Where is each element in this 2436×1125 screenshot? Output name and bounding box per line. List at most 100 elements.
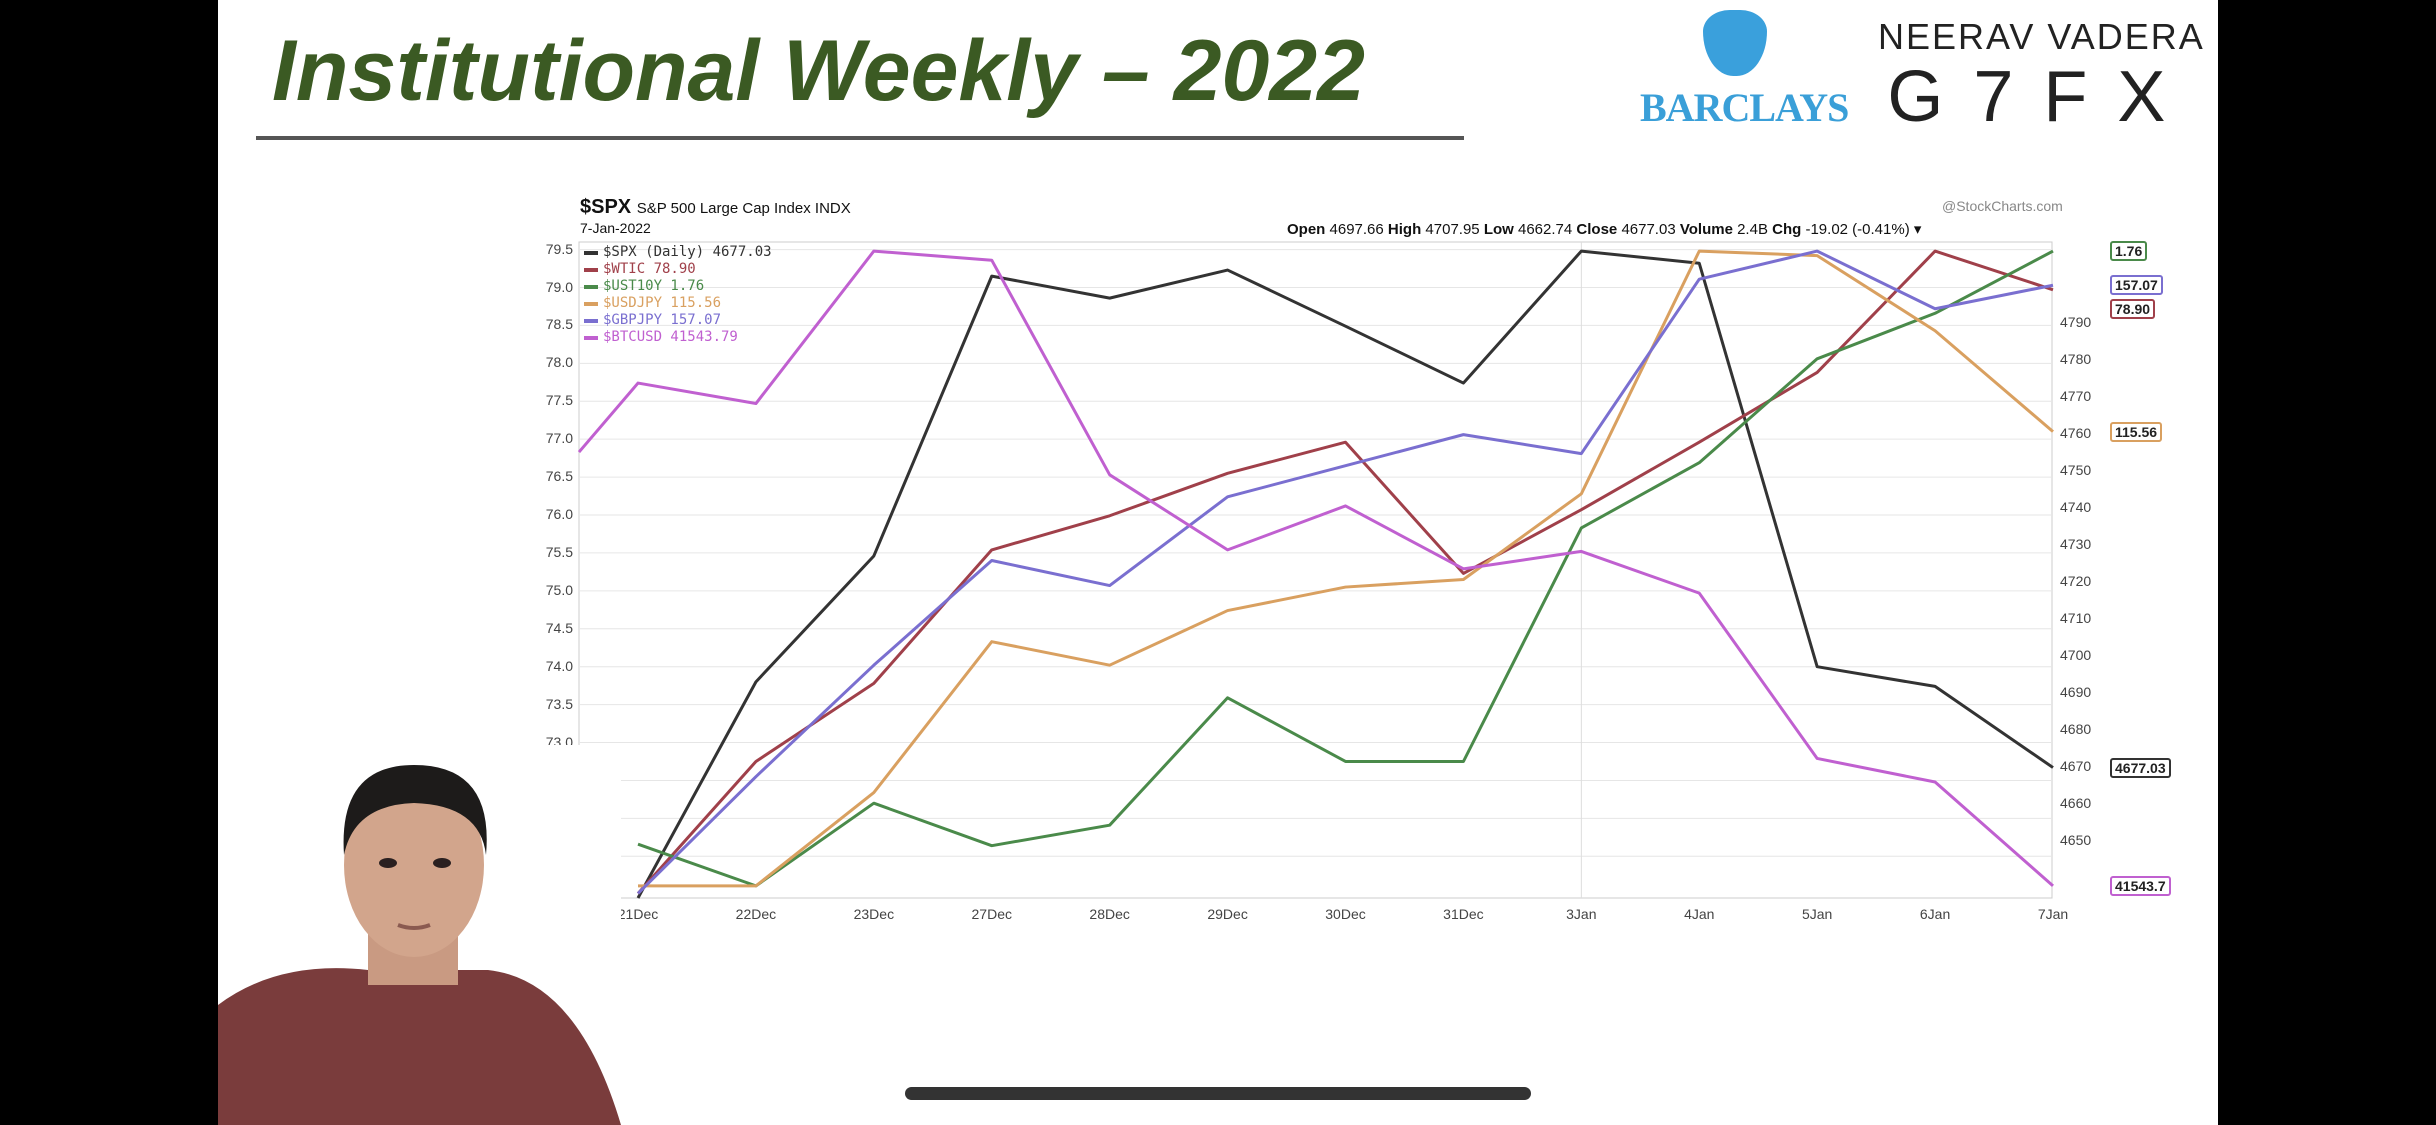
right-axis-tick: 4690: [2060, 684, 2092, 700]
right-axis-tick: 4720: [2060, 573, 2092, 589]
left-axis-tick: 74.5: [545, 619, 573, 636]
right-axis-tick: 4780: [2060, 351, 2092, 367]
chart-source: @StockCharts.com: [1942, 198, 2063, 214]
right-axis-tick: 4760: [2060, 425, 2092, 441]
barclays-logo: BARCLAYS: [1640, 10, 1849, 130]
legend-item: $UST10Y 1.76: [584, 278, 772, 295]
series-line-ust10y: [637, 249, 2054, 888]
legend-item: $USDJPY 115.56: [584, 295, 772, 312]
x-axis-tick: 21Dec: [617, 906, 659, 922]
ohlc-summary: Open 4697.66 High 4707.95 Low 4662.74 Cl…: [1287, 220, 1921, 238]
low-label: Low: [1483, 221, 1514, 238]
legend-swatch: [584, 284, 598, 289]
legend-swatch: [584, 250, 598, 255]
left-axis-tick: 76.0: [545, 506, 573, 523]
last-value-tag: 157.07: [2110, 275, 2163, 296]
chart-date: 7-Jan-2022: [580, 220, 651, 236]
legend-swatch: [584, 301, 598, 306]
last-value-tag: 1.76: [2110, 241, 2148, 262]
open-label: Open: [1287, 221, 1326, 238]
last-value-tag: 4677.03: [2110, 757, 2171, 778]
right-axis-tick: 4670: [2060, 758, 2092, 774]
chart-instrument-name: S&P 500 Large Cap Index INDX: [636, 200, 851, 217]
high-value: 4707.95: [1425, 221, 1480, 238]
legend-swatch: [584, 318, 598, 323]
legend-item: $SPX (Daily) 4677.03: [584, 244, 772, 261]
presenter-video: [218, 745, 621, 1125]
high-label: High: [1387, 221, 1422, 238]
right-axis-tick: 4710: [2060, 610, 2092, 626]
series-line-spx: [636, 249, 2054, 899]
legend-label: $SPX (Daily) 4677.03: [603, 244, 772, 260]
right-axis-tick: 4680: [2060, 721, 2092, 737]
chart-legend: $SPX (Daily) 4677.03 $WTIC 78.90 $UST10Y 1…: [584, 244, 772, 346]
last-value-tag: 41543.7: [2110, 875, 2171, 896]
left-axis-tick: 79.5: [545, 240, 573, 257]
close-value: 4677.03: [1621, 221, 1676, 238]
legend-label: $WTIC 78.90: [603, 261, 696, 277]
legend-item: $GBPJPY 157.07: [584, 312, 772, 329]
x-axis-tick: 5Jan: [1801, 906, 1833, 922]
volume-value: 2.4B: [1737, 221, 1768, 238]
left-axis-tick: 75.0: [545, 581, 573, 598]
chg-label: Chg: [1772, 221, 1802, 238]
series-line-wtic: [636, 249, 2054, 895]
home-indicator[interactable]: [905, 1087, 1531, 1100]
chg-value: -19.02 (-0.41%) ▾: [1805, 221, 1922, 238]
right-axis-tick: 4650: [2060, 832, 2092, 848]
g7fx-wordmark: G7FX: [1887, 57, 2196, 137]
right-axis-tick: 4740: [2060, 499, 2092, 515]
left-axis-tick: 78.5: [545, 316, 573, 333]
left-axis-tick: 78.0: [545, 354, 573, 371]
left-axis-tick: 79.0: [545, 278, 573, 295]
plot-area: [578, 241, 2053, 899]
x-axis-tick: 31Dec: [1443, 906, 1484, 922]
legend-label: $BTCUSD 41543.79: [603, 329, 738, 345]
x-axis-tick: 30Dec: [1325, 906, 1366, 922]
close-label: Close: [1576, 221, 1618, 238]
series-line-gbpjpy: [636, 249, 2054, 895]
presenter-webcam: [218, 745, 621, 1125]
legend-label: $GBPJPY 157.07: [603, 312, 722, 328]
title-underline: [256, 136, 1464, 140]
x-axis-tick: 4Jan: [1684, 906, 1715, 922]
left-axis-tick: 73.5: [545, 695, 573, 712]
barclays-wordmark: BARCLAYS: [1640, 85, 1849, 130]
left-axis-tick: 77.5: [545, 392, 573, 409]
left-axis-tick: 77.0: [545, 430, 573, 447]
x-axis-tick: 7Jan: [2037, 906, 2069, 922]
legend-item: $WTIC 78.90: [584, 261, 772, 278]
x-axis-tick: 22Dec: [735, 906, 777, 922]
right-axis-tick: 4700: [2060, 647, 2092, 663]
x-axis-tick: 29Dec: [1207, 906, 1248, 922]
series-line-btcusd: [577, 249, 2054, 887]
author-name: NEERAV VADERA: [1878, 16, 2205, 57]
left-axis-tick: 76.5: [545, 468, 573, 485]
open-value: 4697.66: [1329, 221, 1384, 238]
last-value-tag: 78.90: [2110, 299, 2156, 320]
legend-swatch: [584, 267, 598, 272]
chart-symbol-line: $SPX S&P 500 Large Cap Index INDX: [580, 196, 851, 219]
last-value-tag: 115.56: [2110, 421, 2163, 442]
slide-title: Institutional Weekly – 2022: [272, 23, 1365, 119]
legend-swatch: [584, 335, 598, 340]
right-axis-tick: 4750: [2060, 462, 2092, 478]
eagle-icon: [1703, 10, 1767, 76]
right-axis-tick: 4730: [2060, 536, 2092, 552]
volume-label: Volume: [1679, 221, 1733, 238]
legend-item: $BTCUSD 41543.79: [584, 329, 772, 346]
x-axis-tick: 28Dec: [1089, 906, 1130, 922]
low-value: 4662.74: [1518, 221, 1573, 238]
right-axis-tick: 4770: [2060, 388, 2092, 404]
x-axis-tick: 6Jan: [1919, 906, 1951, 922]
left-axis-tick: 75.5: [545, 543, 573, 560]
x-axis-tick: 23Dec: [853, 906, 895, 922]
x-axis-tick: 3Jan: [1566, 906, 1597, 922]
right-axis-tick: 4790: [2060, 314, 2092, 330]
series-line-usdjpy: [638, 249, 2054, 888]
legend-label: $USDJPY 115.56: [603, 295, 722, 311]
legend-label: $UST10Y 1.76: [603, 278, 705, 294]
chart-symbol: $SPX: [580, 196, 632, 218]
